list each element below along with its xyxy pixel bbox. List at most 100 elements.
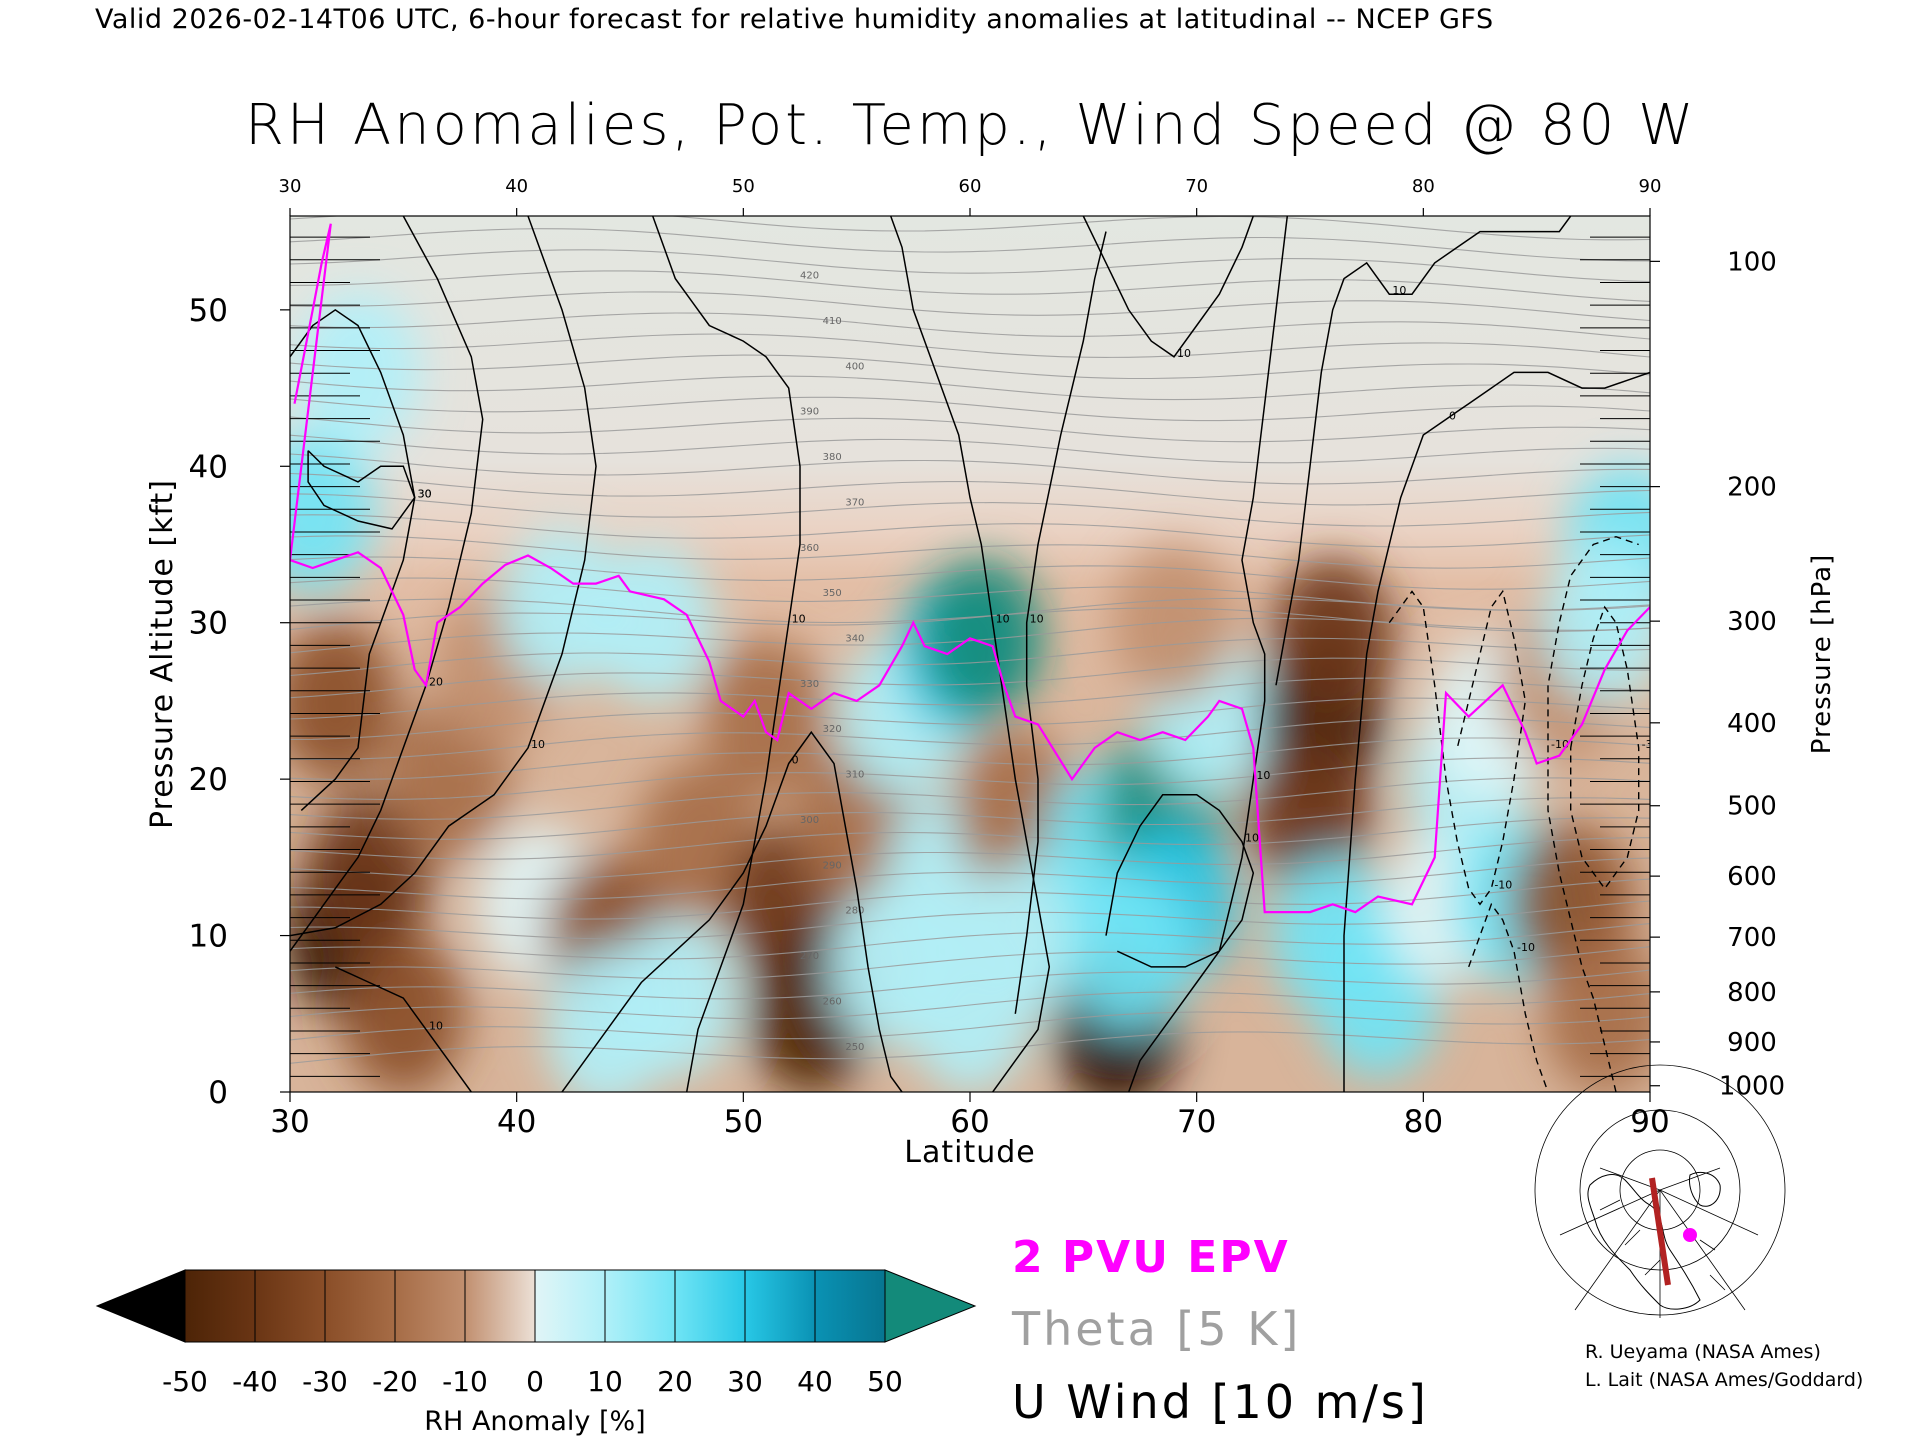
y-tick-label: 30 — [189, 606, 228, 642]
theta-line — [290, 472, 1650, 506]
plot-area: 4204104003903803703603503403303203103002… — [290, 216, 1650, 1092]
epv-2pvu-line — [290, 223, 1650, 914]
theta-label: 380 — [823, 452, 842, 463]
theta-line — [290, 697, 1650, 741]
theta-line — [290, 857, 1650, 900]
theta-line — [290, 493, 1650, 527]
x-tick-label: 50 — [724, 1104, 763, 1140]
u-wind-contour-label: 0 — [792, 754, 799, 767]
rh-anomaly-cell — [1112, 542, 1236, 703]
theta-label: 420 — [800, 271, 819, 282]
u-wind-contour-label: 30 — [418, 488, 432, 501]
rh-anomaly-cell — [919, 558, 1044, 719]
x-tick-label: 80 — [1404, 1104, 1443, 1140]
colorbar-divisions — [254, 1270, 816, 1342]
u-wind-contour-label: 10 — [531, 738, 545, 751]
u-wind-contour — [1127, 216, 1289, 1092]
u-wind-contour-label: 20 — [429, 675, 443, 688]
rh-anomaly-cell — [1542, 933, 1650, 1092]
colorbar-tick-label: 40 — [797, 1365, 833, 1398]
colorbar-low-triangle — [95, 1269, 186, 1343]
theta-label: 300 — [800, 815, 819, 826]
theta-label: 400 — [845, 361, 864, 372]
theta-line — [290, 577, 1650, 611]
colorbar-tick-label: -50 — [162, 1365, 208, 1398]
theta-line — [290, 597, 1650, 631]
u-wind-contour — [290, 216, 597, 937]
theta-line — [290, 333, 1650, 358]
theta-line — [290, 375, 1650, 401]
x-tick-label: 60 — [950, 1104, 989, 1140]
theta-label: 350 — [823, 588, 842, 599]
u-wind-contour-label: -10 — [1517, 941, 1535, 954]
north-america-polar-locator-map-icon — [1534, 1064, 1786, 1318]
u-wind-contour-label: 10 — [1030, 613, 1044, 626]
rh-anomaly-cell — [290, 620, 398, 781]
pressure-tick-label: 300 — [1727, 607, 1777, 637]
pressure-tick-label: 800 — [1727, 978, 1777, 1008]
y-axis-right: 100 200 300 400 500 600 700 800 900 1000 — [1650, 247, 1785, 1102]
x-top-tick-label: 90 — [1639, 176, 1662, 197]
theta-line — [290, 216, 1650, 241]
theta-label: 250 — [845, 1042, 864, 1053]
rh-anomaly-cell — [1248, 730, 1372, 891]
theta-line — [290, 969, 1650, 1000]
u-wind-dashed-contour — [1388, 589, 1527, 906]
credit-line-2: L. Lait (NASA Ames/Goddard) — [1585, 1369, 1864, 1391]
rh-anomaly-cell — [1066, 871, 1191, 1032]
theta-label: 340 — [845, 633, 864, 644]
theta-line — [290, 777, 1650, 820]
theta-label: 410 — [823, 316, 842, 327]
u-wind-dashed-contour — [1547, 535, 1639, 1092]
forecast-header: Valid 2026-02-14T06 UTC, 6-hour forecast… — [95, 4, 1494, 35]
x-top-tick-label: 70 — [1185, 176, 1208, 197]
theta-contours: 4204104003903803703603503403303203103002… — [290, 216, 1650, 1064]
x-top-tick-label: 50 — [732, 176, 755, 197]
x-tick-label: 70 — [1177, 1104, 1216, 1140]
theta-label: 260 — [823, 996, 842, 1007]
y-axis-right-label: Pressure [hPa] — [1807, 554, 1837, 755]
colorbar-tick-label: 20 — [657, 1365, 693, 1398]
x-top-tick-label: 30 — [279, 176, 302, 197]
rh-anomaly-cell — [590, 542, 715, 703]
colorbar-tick-labels: -50 -40 -30 -20 -10 0 10 20 30 40 50 — [162, 1365, 903, 1398]
theta-line — [290, 1011, 1650, 1041]
u-wind-contour — [1014, 231, 1107, 1014]
pressure-tick-label: 700 — [1727, 923, 1777, 953]
legend-theta: Theta [5 K] — [1011, 1302, 1301, 1356]
theta-line — [290, 617, 1650, 654]
theta-line — [290, 270, 1650, 302]
theta-line — [290, 598, 1650, 632]
u-wind-contour-label: 0 — [1449, 409, 1456, 422]
x-axis-top: 30 40 50 60 70 80 90 — [279, 176, 1662, 216]
x-axis-label: Latitude — [904, 1135, 1035, 1170]
theta-line — [290, 291, 1650, 322]
theta-line — [290, 991, 1650, 1020]
colorbar-high-triangle — [884, 1269, 977, 1343]
x-tick-label: 40 — [497, 1104, 536, 1140]
theta-line — [290, 434, 1650, 464]
x-top-tick-label: 80 — [1412, 176, 1435, 197]
theta-line — [290, 757, 1650, 800]
theta-line — [290, 946, 1650, 980]
theta-line — [290, 556, 1650, 590]
u-wind-contour — [1105, 794, 1255, 968]
theta-line — [290, 228, 1650, 262]
pressure-tick-label: 900 — [1727, 1028, 1777, 1058]
colorbar-tick-label: -30 — [302, 1365, 348, 1398]
u-wind-contour — [334, 966, 472, 1092]
theta-label: 320 — [823, 724, 842, 735]
colorbar-tick-label: -10 — [442, 1365, 488, 1398]
theta-line — [290, 637, 1650, 677]
y-tick-label: 0 — [208, 1075, 228, 1111]
theta-line — [290, 453, 1650, 485]
theta-line — [290, 354, 1650, 380]
x-axis-bottom: 30 40 50 60 70 80 90 — [270, 1092, 1670, 1140]
theta-line — [290, 900, 1650, 940]
colorbar-tick-label: -20 — [372, 1365, 418, 1398]
theta-line — [290, 535, 1650, 569]
y-tick-label: 10 — [189, 919, 228, 955]
u-wind-contour-label: 10 — [1177, 347, 1191, 360]
u-wind-contour-label: -10 — [1494, 879, 1512, 892]
